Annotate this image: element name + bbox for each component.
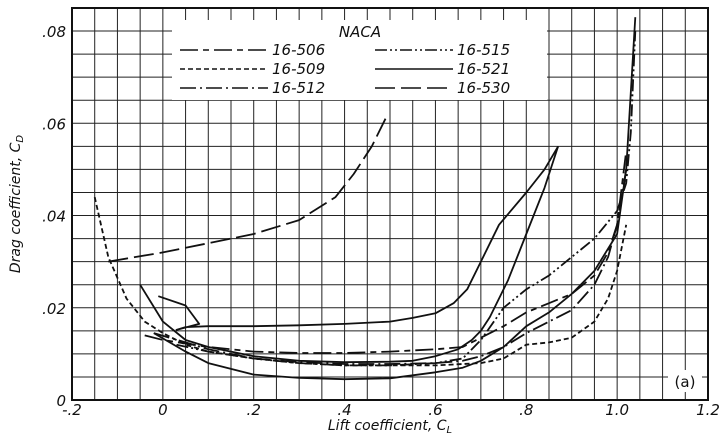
series-line-16-506 — [144, 150, 628, 354]
series-line-unlabeled-6 — [139, 146, 559, 364]
plot-frame — [71, 7, 709, 401]
legend-label: 16-515 — [457, 41, 510, 59]
series-line-16-530 — [108, 118, 387, 263]
x-axis-title-subscript: L — [447, 425, 453, 435]
y-tick-label: .04 — [42, 208, 66, 226]
series-line-16-509 — [93, 196, 628, 367]
x-axis-title-text: Lift coefficient, C — [328, 418, 447, 434]
series-line-16-521 — [153, 17, 637, 381]
series-line-16-512 — [153, 169, 628, 365]
legend-title: NACA — [339, 23, 381, 41]
data-curves — [93, 17, 637, 381]
series-line-unlabeled-7 — [158, 145, 559, 331]
legend-label: 16-521 — [457, 60, 510, 78]
y-axis-title-text: Drag coefficient, C — [8, 142, 24, 273]
legend-label: 16-506 — [272, 41, 325, 59]
panel-label-background — [668, 370, 702, 392]
y-tick-label: 0 — [56, 392, 66, 410]
panel-label-group: (a) — [668, 370, 702, 392]
x-tick-label: 1.2 — [696, 401, 719, 419]
x-tick-label: 1.0 — [605, 401, 629, 419]
y-tick-label: .02 — [42, 300, 66, 318]
x-tick-label: -.2 — [62, 401, 82, 419]
y-axis-title-subscript: D — [15, 135, 26, 143]
x-axis-title: Lift coefficient, CL — [328, 418, 452, 435]
axis-ticks: -.2 0.2.4.6.8 1.0 1.20.02.04.06.08 — [42, 23, 719, 419]
panel-label: (a) — [675, 373, 696, 391]
x-tick-label: .8 — [519, 401, 533, 419]
y-tick-label: .08 — [42, 23, 66, 41]
x-tick-label: 0 — [158, 401, 168, 419]
legend-background — [172, 20, 547, 100]
y-tick-label: .06 — [42, 115, 66, 133]
x-tick-label: .2 — [247, 401, 261, 419]
legend-label: 16-530 — [457, 79, 510, 97]
y-axis-title: Drag coefficient, CD — [8, 135, 26, 274]
legend-label: 16-512 — [272, 79, 325, 97]
x-tick-label: .6 — [428, 401, 442, 419]
series-line-16-515 — [176, 31, 637, 367]
legend-label: 16-509 — [272, 60, 325, 78]
x-tick-label: .4 — [337, 401, 351, 419]
